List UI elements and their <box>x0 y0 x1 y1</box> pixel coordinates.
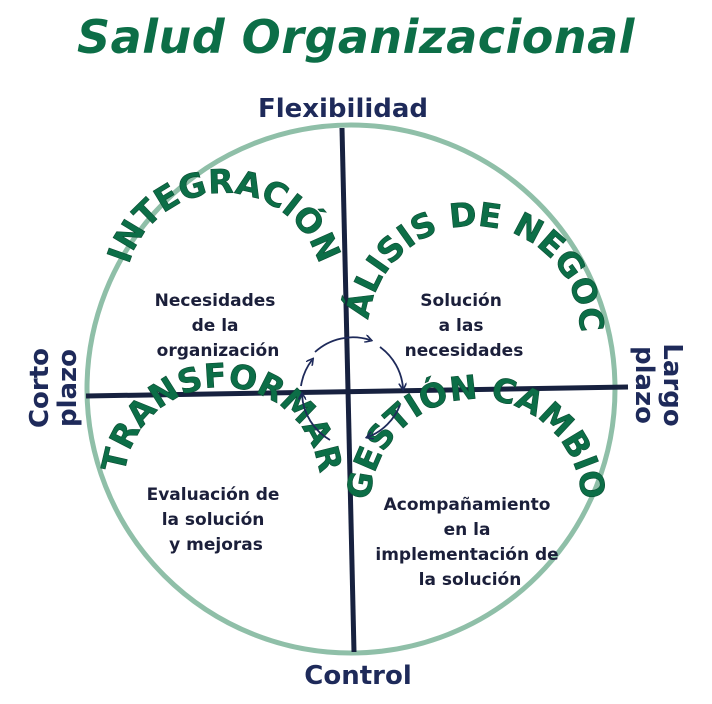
horizontal-axis-line <box>85 384 629 399</box>
desc-analisis: Solución a las necesidades <box>405 291 524 361</box>
desc-line: en la <box>444 520 491 540</box>
cycle-arrow-bottom <box>368 404 401 437</box>
heading-transformar: TRANSFORMAR <box>94 356 350 476</box>
axis-label-right-line2: plazo <box>629 346 659 424</box>
desc-line: la solución <box>419 570 522 590</box>
cycle-arrow-left <box>302 395 331 441</box>
axis-label-right-line1: Largo <box>657 343 687 426</box>
heading-integracion-text: INTEGRACIÓN <box>99 161 349 268</box>
desc-line: y mejoras <box>169 535 263 555</box>
heading-analisis-text: ANÁLISIS DE NEGOCIO <box>0 0 612 334</box>
heading-integracion: INTEGRACIÓN <box>99 162 348 268</box>
desc-line: Evaluación de <box>147 485 280 505</box>
axis-label-left-line1: Corto <box>25 348 55 428</box>
desc-line: organización <box>157 341 280 361</box>
desc-integracion: Necesidades de la organización <box>155 291 282 361</box>
heading-transformar-text: TRANSFORMAR <box>94 355 351 476</box>
axis-label-bottom: Control <box>304 661 411 691</box>
desc-line: implementación de <box>375 545 558 565</box>
cycle-arrow-left-upper <box>300 360 312 387</box>
cycle-arrow-right <box>379 346 403 388</box>
axis-label-right: Largo plazo <box>629 343 687 426</box>
desc-line: a las <box>439 316 484 336</box>
axis-label-top: Flexibilidad <box>258 94 428 124</box>
desc-line: Acompañamiento <box>384 495 551 515</box>
cycle-arrows-icon <box>300 337 403 441</box>
desc-gestion: Acompañamiento en la implementación de l… <box>375 495 564 590</box>
page-title: Salud Organizacional <box>77 10 635 64</box>
axis-label-left: Corto plazo <box>25 348 83 428</box>
desc-line: la solución <box>162 510 265 530</box>
desc-line: Solución <box>420 291 502 311</box>
desc-transformar: Evaluación de la solución y mejoras <box>147 485 286 555</box>
desc-line: Necesidades <box>155 291 276 311</box>
heading-analisis: ANÁLISIS DE NEGOCIO <box>0 0 612 334</box>
desc-line: necesidades <box>405 341 524 361</box>
axis-label-left-line2: plazo <box>53 349 83 427</box>
desc-line: de la <box>192 316 239 336</box>
cycle-arrow-top <box>314 337 370 353</box>
